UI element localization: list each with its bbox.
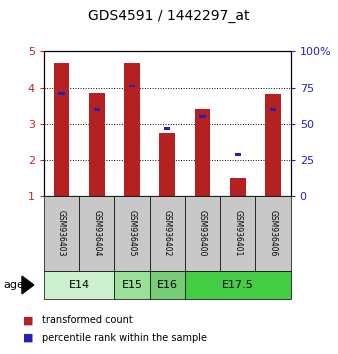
Text: GSM936401: GSM936401 <box>233 210 242 257</box>
Text: ■: ■ <box>23 315 34 325</box>
Text: age: age <box>3 280 24 290</box>
Bar <box>199 115 206 118</box>
Bar <box>89 93 105 196</box>
Text: E15: E15 <box>122 280 143 290</box>
Bar <box>58 92 65 95</box>
Bar <box>164 127 170 130</box>
Text: GSM936403: GSM936403 <box>57 210 66 257</box>
Text: GSM936400: GSM936400 <box>198 210 207 257</box>
Text: GSM936404: GSM936404 <box>92 210 101 257</box>
Bar <box>54 63 70 196</box>
Polygon shape <box>22 276 34 294</box>
Bar <box>160 133 175 196</box>
Bar <box>94 108 100 111</box>
Bar <box>265 94 281 196</box>
Text: E14: E14 <box>69 280 90 290</box>
Text: E16: E16 <box>157 280 178 290</box>
Bar <box>129 85 135 87</box>
Text: GSM936402: GSM936402 <box>163 210 172 257</box>
Bar <box>124 63 140 196</box>
Text: GSM936405: GSM936405 <box>127 210 137 257</box>
Bar <box>195 109 211 196</box>
Text: transformed count: transformed count <box>42 315 133 325</box>
Bar <box>230 178 246 196</box>
Text: E17.5: E17.5 <box>222 280 254 290</box>
Text: ■: ■ <box>23 333 34 343</box>
Bar <box>235 153 241 156</box>
Text: GDS4591 / 1442297_at: GDS4591 / 1442297_at <box>88 9 250 23</box>
Text: percentile rank within the sample: percentile rank within the sample <box>42 333 207 343</box>
Text: GSM936406: GSM936406 <box>269 210 277 257</box>
Bar <box>270 108 276 111</box>
